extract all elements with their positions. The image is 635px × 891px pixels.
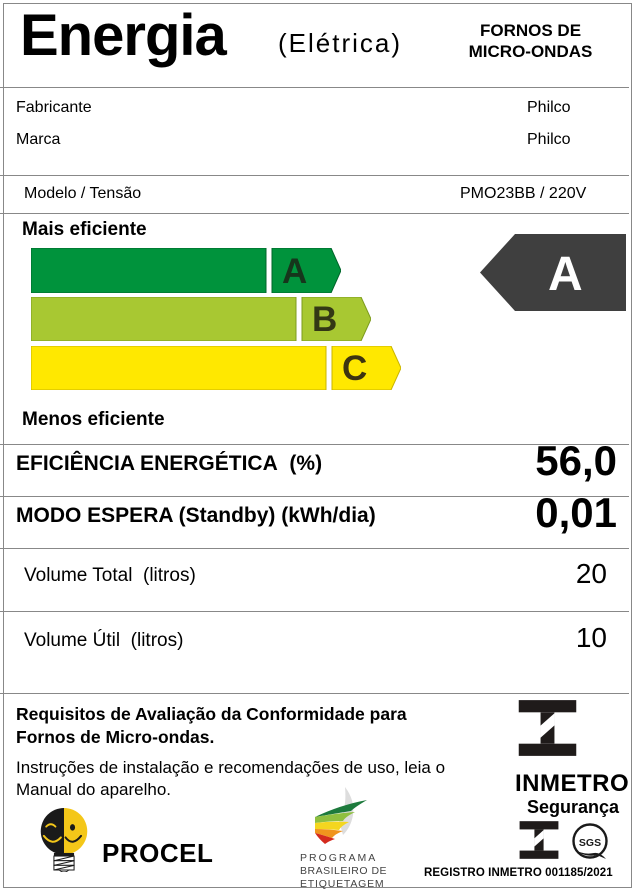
svg-text:A: A: [548, 248, 583, 301]
svg-text:C: C: [342, 349, 367, 388]
svg-text:B: B: [312, 300, 337, 339]
svg-text:SGS: SGS: [579, 837, 601, 849]
svg-text:A: A: [282, 252, 307, 291]
